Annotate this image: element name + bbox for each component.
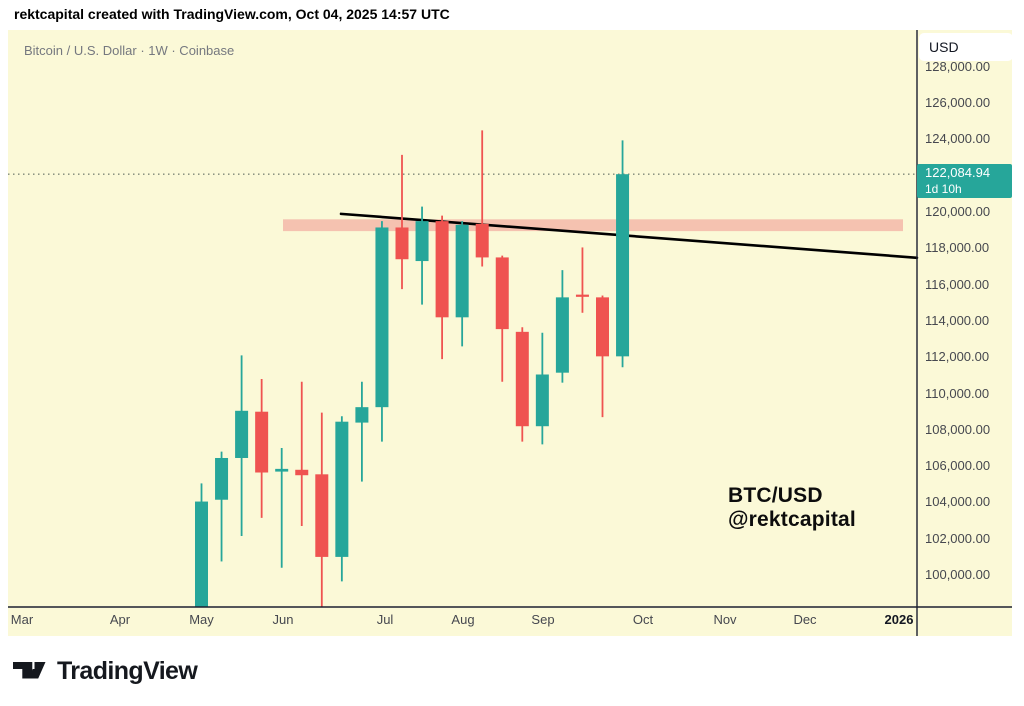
time-tick-label: Nov [713, 612, 737, 627]
time-tick-label: Jun [272, 612, 294, 627]
time-tick-label: Jul [376, 612, 394, 627]
time-tick-label: Aug [451, 612, 475, 627]
time-tick-label: Mar [10, 612, 34, 627]
candle-body [315, 474, 329, 557]
candle-body [515, 331, 529, 427]
candle-body [555, 297, 569, 373]
candle-body [535, 374, 549, 427]
candle-body [435, 221, 449, 318]
tradingview-logo-text: TradingView [57, 656, 198, 685]
tradingview-logo[interactable]: TradingView [13, 656, 198, 686]
candle-body [596, 297, 609, 357]
candle-body [455, 224, 469, 318]
time-tick-label: May [189, 612, 214, 627]
time-scale[interactable]: Mar Apr May Jun Jul Aug Sep Oct Nov Dec 2026 [0, 612, 1024, 634]
symbol-title: Bitcoin / U.S. Dollar · 1W · Coinbase [24, 43, 235, 58]
tradingview-logo-icon [13, 662, 46, 679]
candle-body [375, 227, 389, 408]
time-tick-label: Apr [109, 612, 131, 627]
bar-countdown: 1d 10h [925, 182, 962, 196]
candle-body [335, 421, 349, 557]
watermark-line1: BTC/USD [728, 484, 823, 507]
time-tick-label: 2026 [884, 612, 914, 627]
candle-body [215, 457, 229, 500]
last-price-value: 122,084.94 [925, 165, 991, 180]
candle-body [575, 294, 589, 297]
candle-body [195, 501, 208, 607]
candle-body [616, 174, 630, 357]
currency-button[interactable]: USD [919, 33, 1013, 61]
candle-body [395, 227, 409, 260]
candle-body [255, 411, 269, 473]
candle-body [355, 407, 369, 423]
watermark-text: BTC/USD @rektcapital [728, 484, 856, 532]
watermark-line2: @rektcapital [728, 508, 856, 531]
time-tick-label: Oct [632, 612, 654, 627]
attribution-text: rektcapital created with TradingView.com… [14, 6, 450, 22]
time-tick-label: Sep [531, 612, 555, 627]
candle-body [475, 223, 489, 258]
candle-body [295, 469, 309, 476]
chart-background [8, 30, 1012, 636]
resistance-zone [283, 219, 903, 232]
attribution-bar: rektcapital created with TradingView.com… [0, 0, 1024, 30]
candle-body [235, 410, 249, 458]
candle-body [495, 257, 509, 330]
time-tick-label: Dec [793, 612, 817, 627]
candle-body [275, 468, 289, 472]
candle-body [415, 221, 429, 262]
last-price-badge: 122,084.94 1d 10h [917, 164, 1012, 198]
